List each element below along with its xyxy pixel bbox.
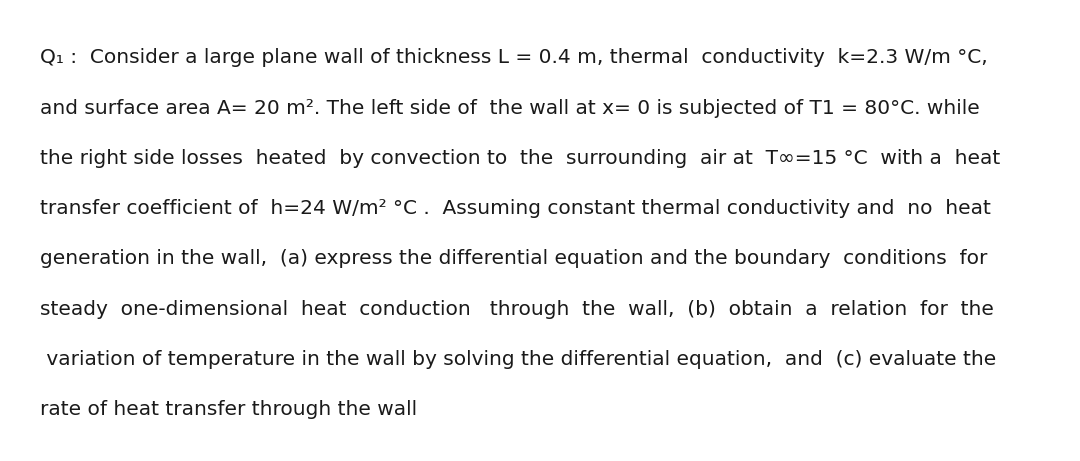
- Text: variation of temperature in the wall by solving the differential equation,  and : variation of temperature in the wall by …: [40, 350, 996, 369]
- Text: Q₁ :  Consider a large plane wall of thickness L = 0.4 m, thermal  conductivity : Q₁ : Consider a large plane wall of thic…: [40, 48, 988, 67]
- Text: and surface area A= 20 m². The left side of  the wall at x= 0 is subjected of T1: and surface area A= 20 m². The left side…: [40, 99, 980, 118]
- Text: rate of heat transfer through the wall: rate of heat transfer through the wall: [40, 400, 417, 419]
- Text: transfer coefficient of  h=24 W/m² °C .  Assuming constant thermal conductivity : transfer coefficient of h=24 W/m² °C . A…: [40, 199, 990, 218]
- Text: the right side losses  heated  by convection to  the  surrounding  air at  T∞=15: the right side losses heated by convecti…: [40, 149, 1000, 168]
- Text: generation in the wall,  (a) express the differential equation and the boundary : generation in the wall, (a) express the …: [40, 249, 987, 268]
- Text: steady  one-dimensional  heat  conduction   through  the  wall,  (b)  obtain  a : steady one-dimensional heat conduction t…: [40, 300, 994, 319]
